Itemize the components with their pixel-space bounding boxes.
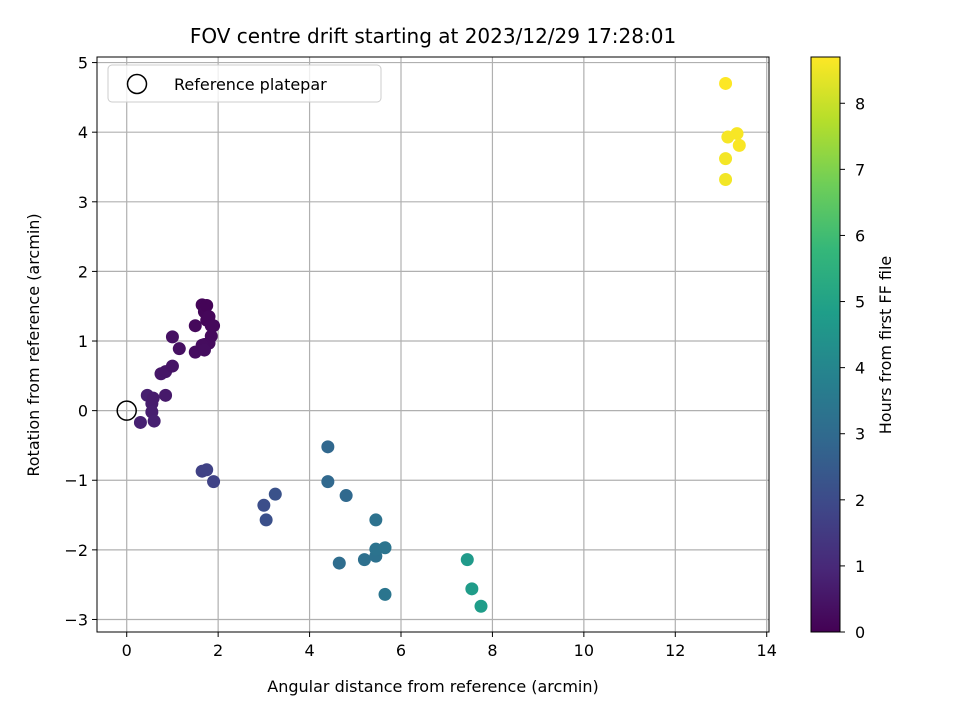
data-point xyxy=(474,599,488,613)
data-point xyxy=(339,489,353,503)
colorbar: 0 1 2 3 4 5 6 7 8 Hours from first FF file xyxy=(810,56,895,642)
y-tick-label: −1 xyxy=(64,471,88,490)
data-point xyxy=(172,342,186,356)
x-tick-label: 10 xyxy=(574,641,594,660)
data-point xyxy=(188,319,202,333)
data-point xyxy=(268,487,282,501)
x-tick-label: 8 xyxy=(487,641,497,660)
data-point xyxy=(719,152,733,166)
legend: Reference platepar xyxy=(107,64,382,103)
data-point xyxy=(200,463,214,477)
colorbar-tick-label: 6 xyxy=(855,226,865,245)
legend-box xyxy=(107,64,382,103)
data-point xyxy=(332,556,346,570)
x-axis-label: Angular distance from reference (arcmin) xyxy=(267,677,598,696)
plot-frame xyxy=(96,56,770,633)
y-tick-label: 0 xyxy=(78,402,88,421)
y-tick-label: −2 xyxy=(64,541,88,560)
data-point xyxy=(197,343,211,357)
reference-platepar-marker xyxy=(116,400,137,421)
colorbar-tick-label: 0 xyxy=(855,623,865,642)
x-tick-label: 2 xyxy=(213,641,223,660)
data-point xyxy=(259,513,273,527)
data-point xyxy=(732,138,746,152)
y-tick-label: 5 xyxy=(78,54,88,73)
data-point xyxy=(719,173,733,187)
y-tick-label: −3 xyxy=(64,610,88,629)
x-axis-ticks: 0 2 4 6 8 10 12 14 xyxy=(122,632,777,660)
colorbar-tick-label: 5 xyxy=(855,293,865,312)
colorbar-tick-label: 3 xyxy=(855,425,865,444)
x-tick-label: 0 xyxy=(122,641,132,660)
y-tick-label: 4 xyxy=(78,123,88,142)
data-point xyxy=(146,391,160,405)
data-point xyxy=(460,553,474,567)
data-point xyxy=(321,440,335,454)
data-point xyxy=(147,414,161,428)
data-point xyxy=(207,475,221,489)
data-point xyxy=(730,127,744,141)
chart-title: FOV centre drift starting at 2023/12/29 … xyxy=(190,24,676,48)
data-point xyxy=(378,587,392,601)
colorbar-tick-label: 7 xyxy=(855,160,865,179)
data-point xyxy=(200,299,214,313)
x-tick-label: 12 xyxy=(665,641,685,660)
data-point xyxy=(133,415,147,429)
data-point xyxy=(465,582,479,596)
data-point xyxy=(207,319,221,333)
data-points xyxy=(133,76,746,613)
data-point xyxy=(257,498,271,512)
data-point xyxy=(321,475,335,489)
colorbar-gradient xyxy=(810,56,841,633)
colorbar-tick-label: 2 xyxy=(855,491,865,510)
reference-layer xyxy=(116,400,137,421)
legend-marker-reference xyxy=(126,73,148,95)
data-point xyxy=(165,359,179,373)
x-tick-label: 6 xyxy=(396,641,406,660)
x-tick-label: 14 xyxy=(757,641,777,660)
colorbar-tick-label: 4 xyxy=(855,359,865,378)
data-point xyxy=(357,553,371,567)
colorbar-tick-label: 8 xyxy=(855,94,865,113)
y-tick-label: 3 xyxy=(78,193,88,212)
data-point xyxy=(159,388,173,402)
colorbar-tick-label: 1 xyxy=(855,557,865,576)
colorbar-ticks: 0 1 2 3 4 5 6 7 8 xyxy=(840,94,865,642)
y-axis-label: Rotation from reference (arcmin) xyxy=(24,213,43,476)
y-tick-label: 1 xyxy=(78,332,88,351)
x-tick-label: 4 xyxy=(304,641,314,660)
y-axis-ticks: −3 −2 −1 0 1 2 3 4 5 xyxy=(64,54,97,629)
data-point xyxy=(369,513,383,527)
colorbar-label: Hours from first FF file xyxy=(876,256,895,435)
data-point xyxy=(378,541,392,555)
legend-label-reference: Reference platepar xyxy=(174,75,327,94)
data-point xyxy=(719,76,733,90)
y-tick-label: 2 xyxy=(78,262,88,281)
data-point xyxy=(165,330,179,344)
